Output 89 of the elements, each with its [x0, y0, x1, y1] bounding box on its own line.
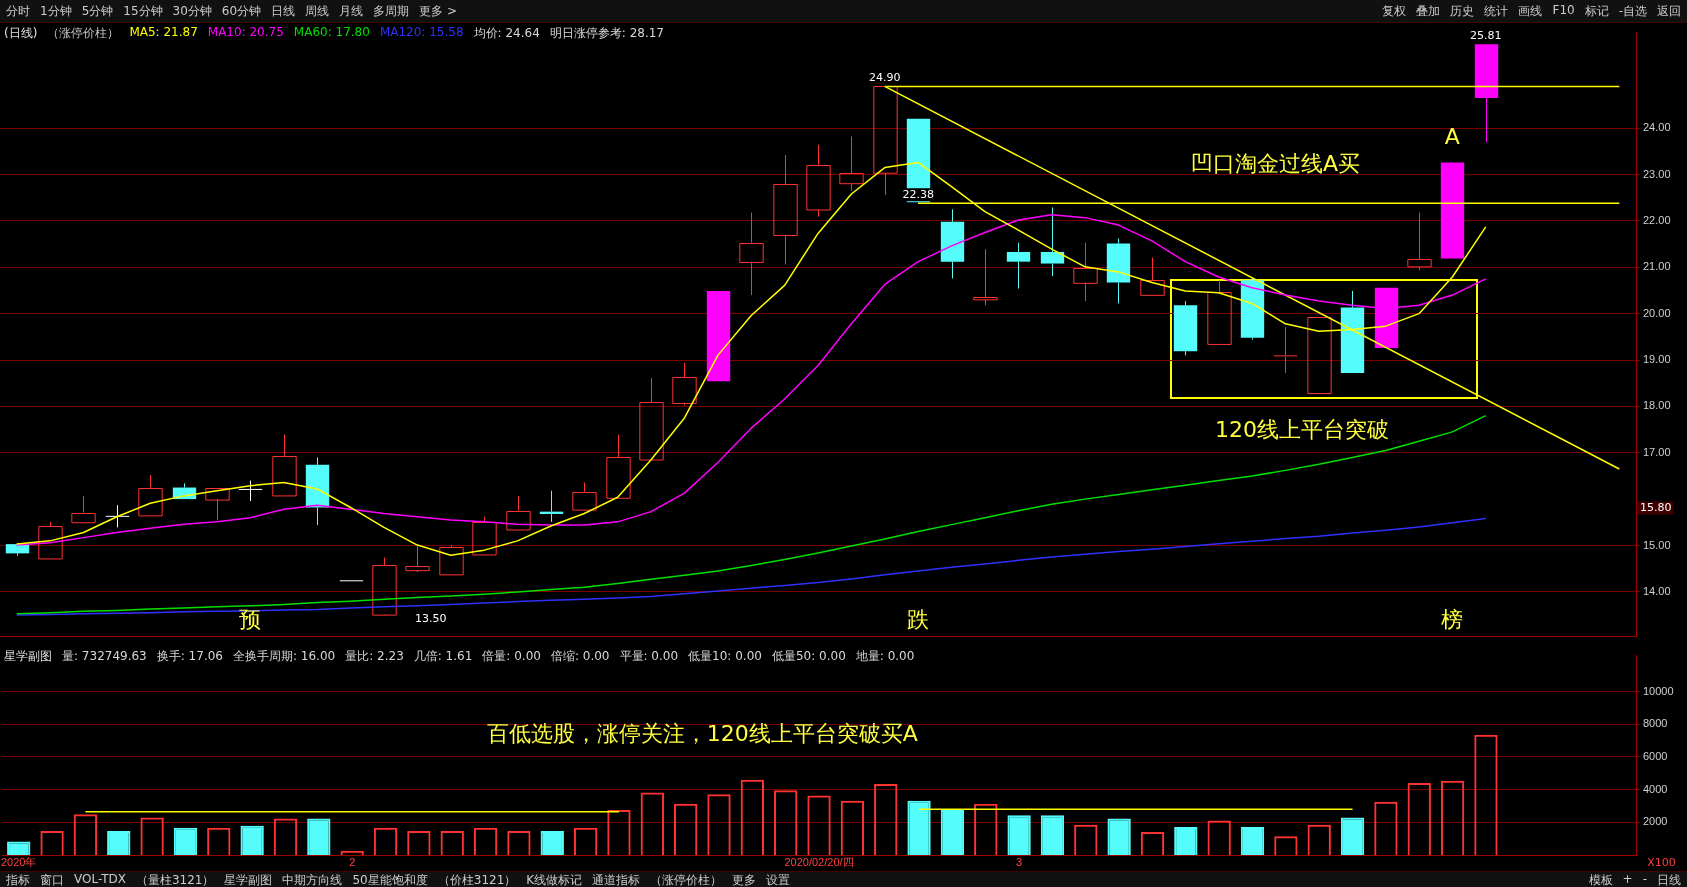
annotation: 均价: 24.64	[473, 25, 540, 42]
text: 星学副图	[224, 872, 273, 887]
text: 叠加	[1416, 2, 1441, 20]
text: 日线	[1657, 872, 1681, 887]
annotation: 榜	[1441, 607, 1464, 633]
y-tick-label: 6000	[1643, 749, 1668, 762]
annotation: 量: 732749.63	[62, 648, 147, 665]
annotation: 平量: 0.00	[619, 648, 679, 665]
y-tick-label: 19.00	[1643, 353, 1671, 366]
text: 月线	[339, 2, 364, 20]
text: 50星能饱和度	[352, 872, 428, 887]
text: 多周期	[373, 2, 410, 20]
text: 设置	[766, 872, 791, 887]
text: 更多 >	[419, 2, 457, 20]
chart-subtitle: （涨停价柱）	[47, 25, 120, 42]
chart-title: 星学副图	[4, 648, 52, 665]
annotation: 24.90	[869, 70, 901, 84]
text: 标记	[1584, 2, 1609, 20]
x-tick-label: 2020/02/20/四	[784, 855, 854, 868]
y-tick-label: 17.00	[1643, 445, 1671, 458]
annotation: 120线上平台突破	[1215, 416, 1390, 442]
text: 返回	[1657, 2, 1681, 20]
text: 通道指标	[592, 872, 641, 887]
text: 1分钟	[40, 2, 72, 20]
text: 30分钟	[172, 2, 212, 20]
annotation: 凹口淘金过线A买	[1190, 151, 1360, 177]
annotation: 倍量: 0.00	[482, 648, 541, 665]
annotation: 量比: 2.23	[345, 648, 404, 665]
y-axis-title: X100	[1647, 855, 1676, 869]
y-tick-label: 18.00	[1643, 399, 1671, 412]
text: MA10: 20.75	[207, 25, 284, 41]
text: +	[1622, 872, 1633, 887]
text: MA120: 15.58	[379, 25, 464, 41]
annotation: 13.50	[414, 611, 447, 625]
text: 窗口	[40, 872, 64, 887]
y-tick-label: 23.00	[1643, 167, 1671, 180]
annotation: 换手: 17.06	[156, 648, 223, 665]
y-tick-label: 21.00	[1643, 260, 1671, 273]
text: （量柱3121）	[135, 872, 215, 887]
y-tick-label: 8000	[1643, 717, 1668, 730]
annotation: 倍缩: 0.00	[550, 648, 610, 665]
annotation: 几倍: 1.61	[413, 648, 473, 665]
annotation: 百低选股，涨停关注，120线上平台突破买A	[486, 721, 918, 747]
annotation: 全换手周期: 16.00	[232, 648, 336, 665]
y-tick-label: 24.00	[1643, 121, 1671, 134]
text: 日线	[271, 2, 296, 20]
text: 60分钟	[221, 2, 262, 20]
text: 分时	[6, 2, 30, 20]
annotation: 25.81	[1470, 28, 1502, 42]
text: 画线	[1518, 2, 1543, 20]
annotation: 明日涨停参考: 28.17	[549, 25, 665, 42]
annotation: 低量50: 0.00	[771, 648, 846, 665]
y-tick-label: 4000	[1643, 782, 1668, 795]
text: 15分钟	[123, 2, 163, 20]
text: -自选	[1618, 2, 1647, 20]
annotation: 地量: 0.00	[855, 648, 915, 665]
text: F10	[1552, 2, 1575, 19]
x-tick-label: 2020年	[0, 855, 37, 868]
annotation: A	[1444, 123, 1460, 149]
text: （价柱3121）	[437, 872, 517, 887]
text: VOL-TDX	[74, 872, 126, 887]
annotation: 15.80	[1640, 500, 1672, 514]
y-tick-label: 14.00	[1643, 584, 1671, 597]
y-tick-label: 20.00	[1643, 306, 1671, 319]
y-tick-label: 22.00	[1643, 213, 1671, 226]
text: 模板	[1588, 872, 1613, 887]
annotation: 预	[239, 607, 262, 633]
text: 5分钟	[81, 2, 114, 20]
text: （涨停价柱）	[650, 872, 723, 887]
text: -	[1642, 872, 1647, 887]
x-tick-label: 3	[1016, 855, 1023, 868]
text: MA5: 21.87	[129, 25, 198, 41]
annotation: 22.38	[902, 187, 934, 201]
x-tick-label: 2	[349, 855, 356, 868]
text: 指标	[6, 872, 30, 887]
text: K线做标记	[526, 872, 583, 887]
annotation: 跌	[907, 607, 930, 633]
y-tick-label: 2000	[1643, 815, 1668, 828]
text: 统计	[1484, 2, 1509, 20]
text: 历史	[1450, 2, 1475, 20]
text: MA60: 17.80	[293, 25, 370, 41]
text: 周线	[305, 2, 330, 20]
text: 复权	[1382, 2, 1407, 20]
text: 更多	[732, 872, 757, 887]
chart-title: (日线)	[4, 25, 38, 42]
y-tick-label: 15.00	[1643, 538, 1671, 551]
annotation: 低量10: 0.00	[688, 648, 762, 665]
text: 中期方向线	[282, 872, 343, 887]
y-tick-label: 10000	[1643, 684, 1674, 697]
